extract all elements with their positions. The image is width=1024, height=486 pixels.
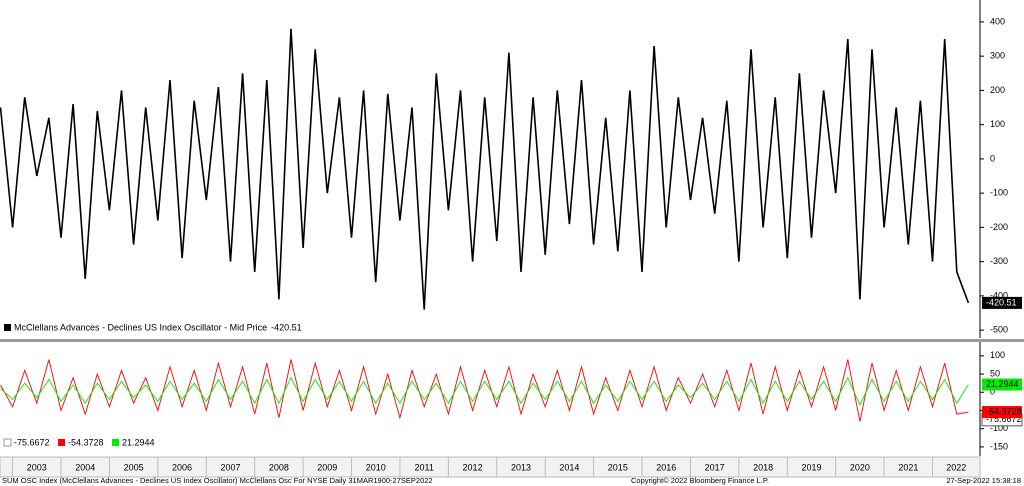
legend-swatch xyxy=(3,438,12,447)
y-tick-label: 50 xyxy=(990,368,1000,378)
series-line xyxy=(0,365,969,421)
series-line xyxy=(0,376,969,407)
legend-swatch xyxy=(58,439,65,446)
legend-label: -54.3728 xyxy=(68,437,104,447)
x-tick-label: 2003 xyxy=(27,462,47,472)
y-tick-label: -300 xyxy=(990,256,1008,266)
y-tick-label: -400 xyxy=(990,290,1008,300)
x-tick-label: 2006 xyxy=(172,462,192,472)
x-tick-label: 2012 xyxy=(463,462,483,472)
y-tick-label: 100 xyxy=(990,119,1005,129)
series-line xyxy=(0,28,970,310)
x-tick-label: 2022 xyxy=(946,462,966,472)
x-tick-label: 2004 xyxy=(75,462,95,472)
panel-separator xyxy=(0,339,1024,342)
last-value-box xyxy=(982,378,1022,391)
legend-swatch xyxy=(4,324,11,331)
x-tick-label: 2010 xyxy=(366,462,386,472)
footer-center: Copyright© 2022 Bloomberg Finance L.P. xyxy=(631,476,769,485)
y-tick-label: -100 xyxy=(990,188,1008,198)
last-value-label: -420.51 xyxy=(986,297,1017,307)
last-value-label: -54.3728 xyxy=(986,406,1022,416)
footer-right: 27-Sep-2022 15:38:18 xyxy=(946,476,1021,485)
x-tick-label: 2015 xyxy=(608,462,628,472)
x-tick-label: 2005 xyxy=(124,462,144,472)
last-value-box xyxy=(982,296,1022,309)
y-tick-label: 300 xyxy=(990,51,1005,61)
y-tick-label: 100 xyxy=(990,350,1005,360)
x-tick-label: 2017 xyxy=(705,462,725,472)
legend-label: -75.6672 xyxy=(14,437,50,447)
x-axis-band xyxy=(0,456,981,478)
legend-value: -420.51 xyxy=(271,322,302,332)
y-tick-label: 200 xyxy=(990,85,1005,95)
y-tick-label: 0 xyxy=(990,387,995,397)
y-tick-label: 400 xyxy=(990,16,1005,26)
x-tick-label: 2019 xyxy=(801,462,821,472)
footer-left: SUM OSC Index (McClellans Advances - Dec… xyxy=(2,476,433,485)
x-tick-label: 2014 xyxy=(559,462,579,472)
y-tick-label: -200 xyxy=(990,222,1008,232)
series-line xyxy=(0,359,969,422)
x-tick-label: 2013 xyxy=(511,462,531,472)
x-tick-label: 2018 xyxy=(753,462,773,472)
x-tick-label: 2007 xyxy=(220,462,240,472)
y-tick-label: -150 xyxy=(990,441,1008,451)
x-tick-label: 2009 xyxy=(317,462,337,472)
legend-label: McClellans Advances - Declines US Index … xyxy=(14,322,267,332)
legend-swatch xyxy=(112,439,119,446)
x-tick-label: 2011 xyxy=(414,462,433,472)
legend-label: 21.2944 xyxy=(122,437,155,447)
y-tick-label: -500 xyxy=(990,324,1008,334)
last-value-label: -75.6672 xyxy=(986,414,1022,424)
y-tick-label: 0 xyxy=(990,153,995,163)
x-tick-label: 2008 xyxy=(269,462,289,472)
last-value-label: 21.2944 xyxy=(986,379,1019,389)
x-tick-label: 2020 xyxy=(850,462,870,472)
y-tick-label: -100 xyxy=(990,423,1008,433)
x-tick-label: 2021 xyxy=(898,462,918,472)
last-value-box xyxy=(982,406,1022,419)
x-tick-label: 2016 xyxy=(656,462,676,472)
